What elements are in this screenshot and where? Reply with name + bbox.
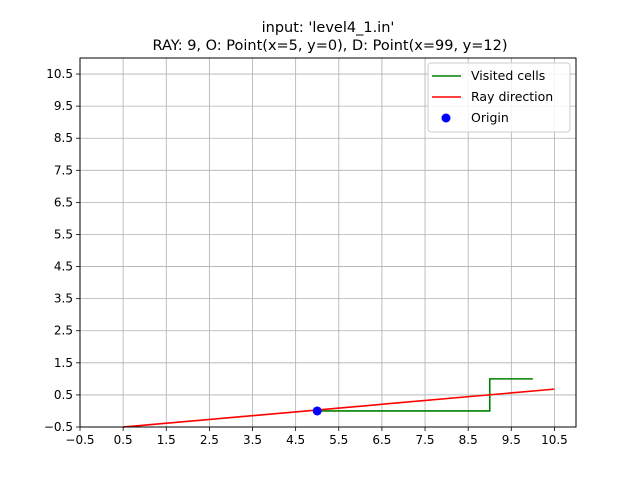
x-tick-label: 0.5 (114, 433, 133, 447)
series-point-origin (312, 406, 322, 416)
plot-frame (79, 57, 577, 428)
legend-label-origin: Origin (471, 110, 509, 125)
legend-box (427, 62, 571, 133)
chart-title-line-2: RAY: 9, O: Point(x=5, y=0), D: Point(x=9… (152, 38, 507, 54)
y-tick-label: 7.5 (54, 163, 73, 177)
x-tick-label: 10.5 (541, 433, 568, 447)
legend-label-visited-cells: Visited cells (471, 68, 545, 83)
x-tick-label: −0.5 (65, 433, 94, 447)
x-tick-label: 9.5 (502, 433, 521, 447)
y-tick-label: 4.5 (54, 260, 73, 274)
x-tick-label: 8.5 (459, 433, 478, 447)
x-tick-label: 7.5 (415, 433, 434, 447)
x-tick-label: 2.5 (200, 433, 219, 447)
series-line-ray-direction (123, 388, 555, 428)
y-tick-label: 2.5 (54, 324, 73, 338)
chart-title-line-1: input: 'level4_1.in' (262, 20, 395, 36)
legend-label-ray-direction: Ray direction (471, 89, 553, 104)
x-tick-label: 1.5 (157, 433, 176, 447)
y-tick-label: −0.5 (44, 420, 73, 434)
y-tick-label: 1.5 (54, 356, 73, 370)
x-tick-label: 3.5 (243, 433, 262, 447)
y-tick-label: 5.5 (54, 227, 73, 241)
x-tick-label: 4.5 (286, 433, 305, 447)
y-tick-label: 10.5 (46, 67, 73, 81)
legend: Visited cells Ray direction Origin (427, 62, 571, 133)
grid (79, 58, 576, 428)
y-tick-label: 0.5 (54, 388, 73, 402)
ticks-layer: −0.5 0.5 1.5 2.5 3.5 4.5 5.5 6.5 7.5 8.5 9.5 10.5 −0… (44, 67, 568, 447)
series-layer (123, 378, 555, 428)
x-tick-label: 5.5 (329, 433, 348, 447)
y-tick-label: 6.5 (54, 195, 73, 209)
y-tick-label: 8.5 (54, 131, 73, 145)
legend-swatch-origin (441, 113, 451, 123)
x-tick-label: 6.5 (372, 433, 391, 447)
y-tick-label: 9.5 (54, 99, 73, 113)
y-tick-label: 3.5 (54, 292, 73, 306)
